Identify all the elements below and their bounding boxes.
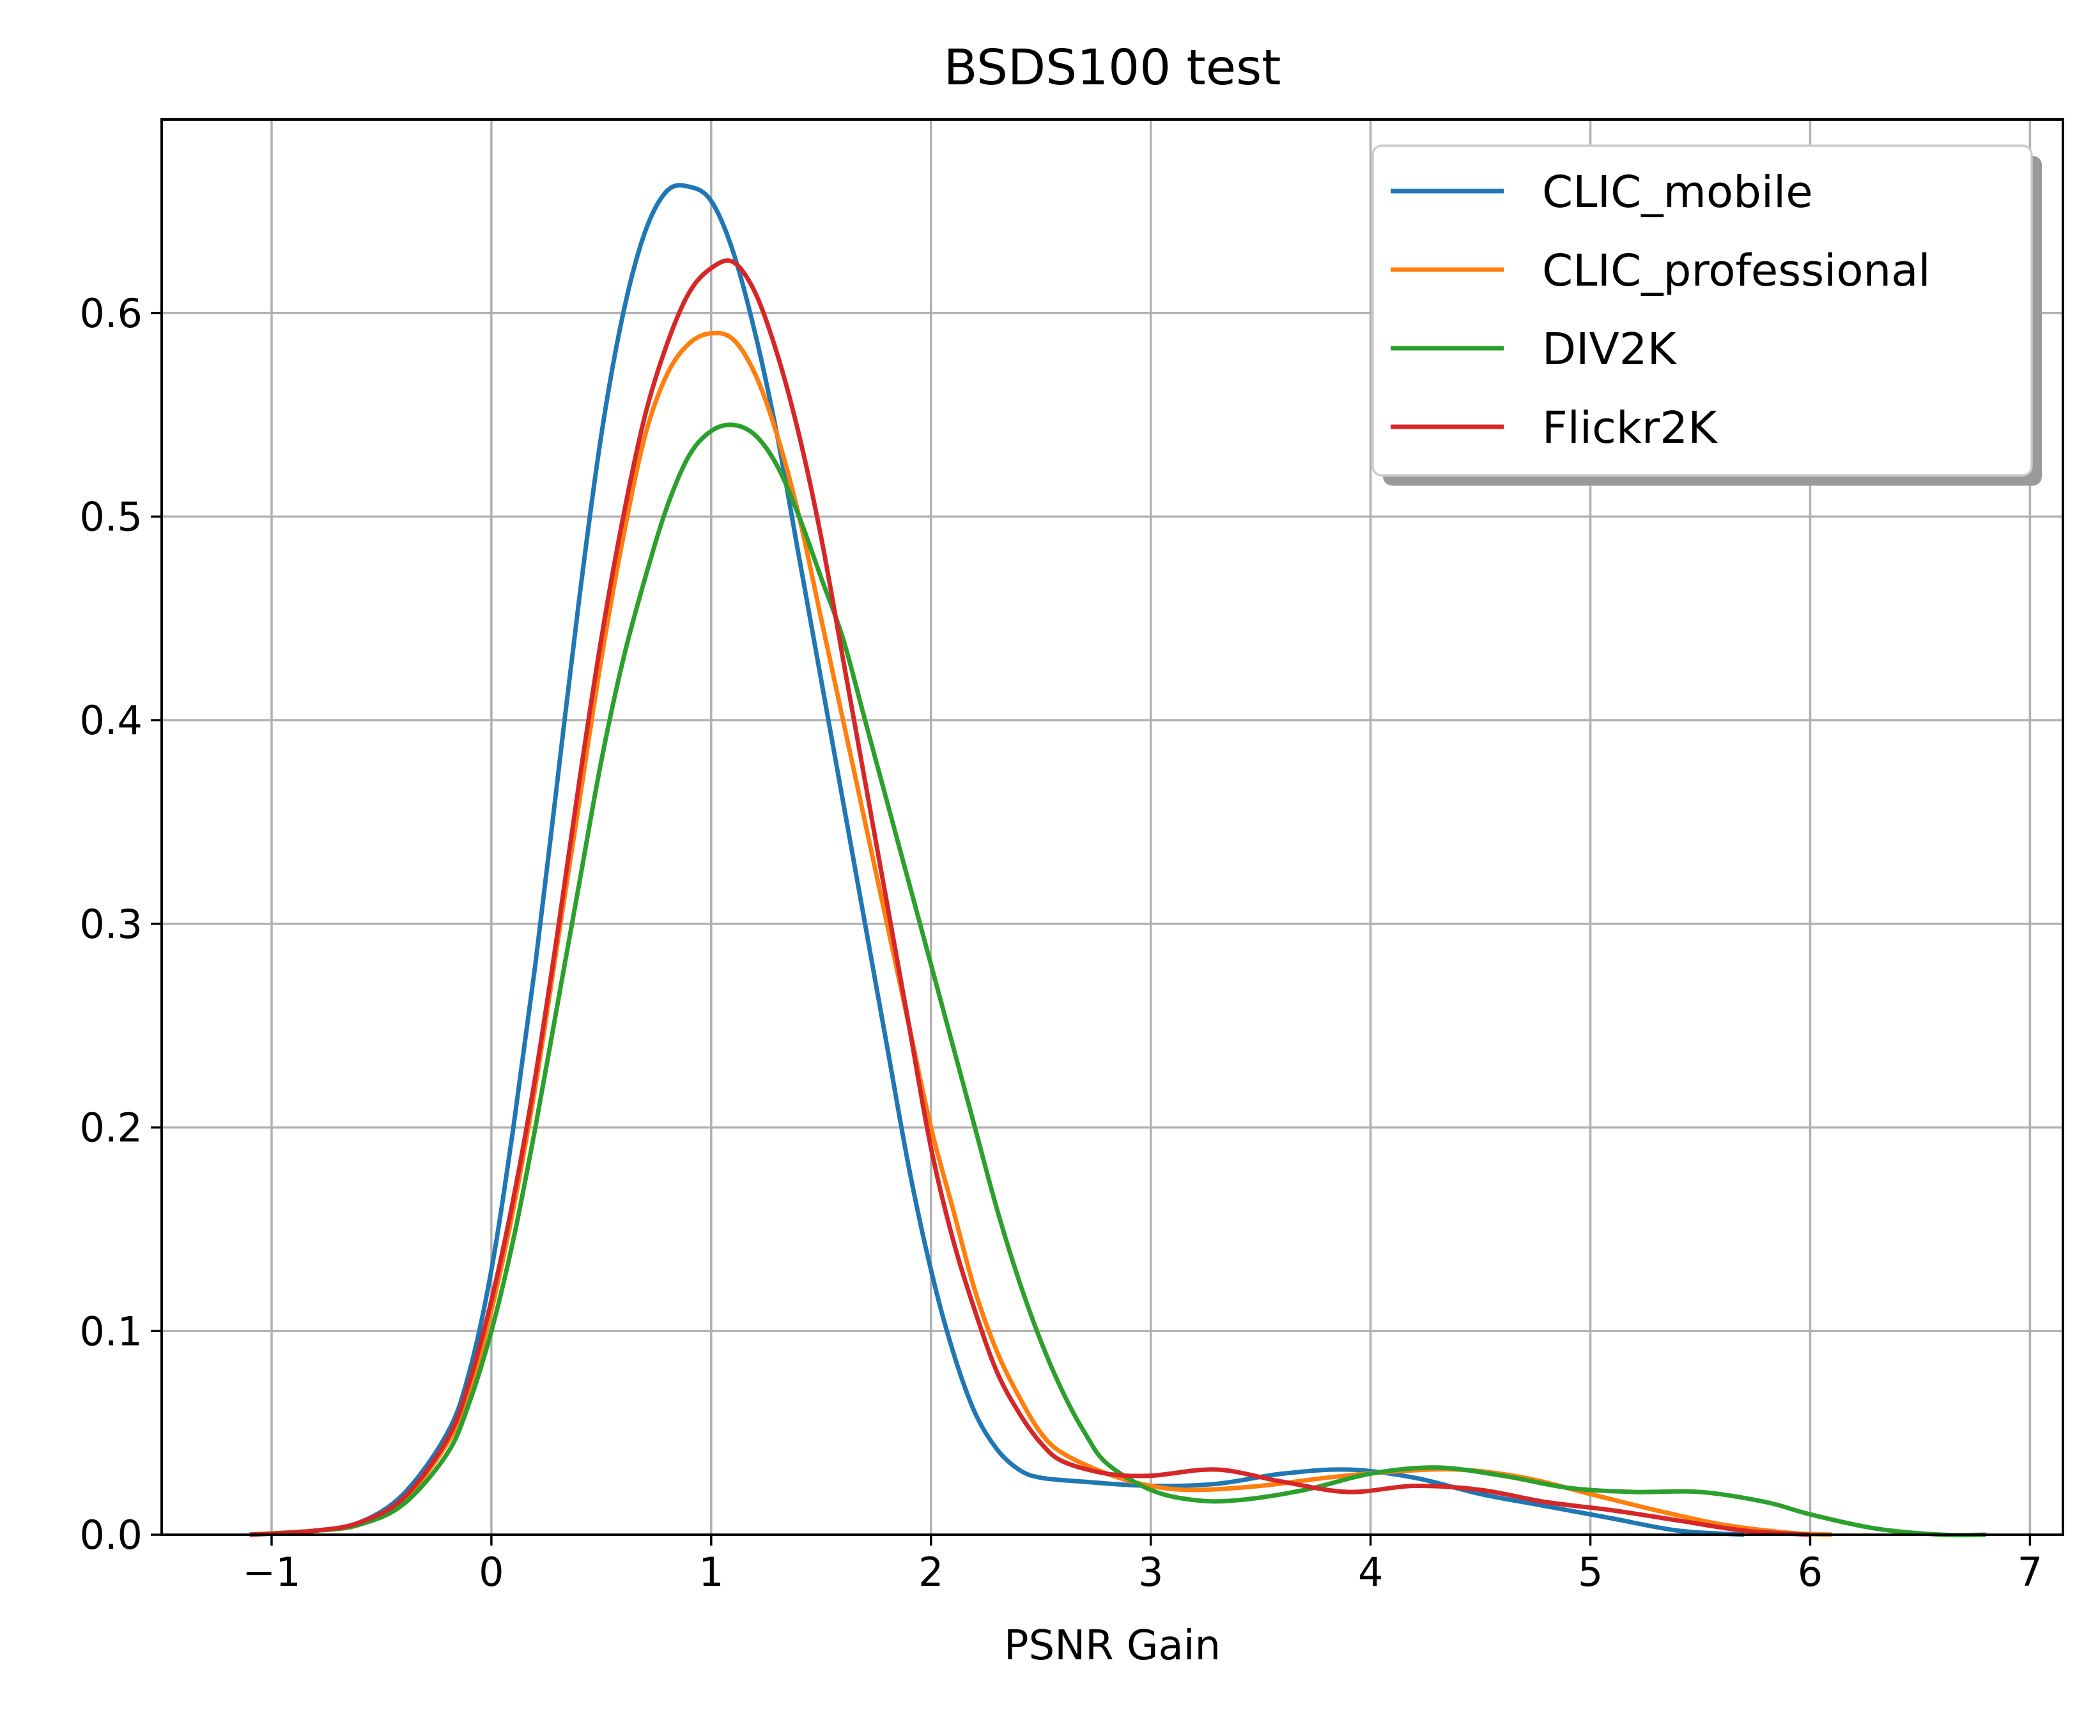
series-line-flickr2k (249, 258, 1810, 1537)
x-tick-label: 2 (918, 1549, 943, 1595)
x-tick-label: 5 (1578, 1549, 1603, 1595)
x-tick-label: 6 (1798, 1549, 1823, 1595)
y-tick-label: 0.1 (79, 1308, 143, 1355)
x-tick-label: 4 (1358, 1549, 1383, 1595)
y-tick-label: 0.6 (79, 290, 143, 337)
y-tick-label: 0.2 (79, 1105, 143, 1151)
legend: CLIC_mobile CLIC_professional DIV2K Flickr2… (1371, 144, 2042, 486)
x-tick-label: 7 (2018, 1549, 2042, 1595)
legend-label: Flickr2K (1542, 403, 1718, 454)
series-lines (249, 183, 1986, 1538)
y-tick-label: 0.0 (79, 1512, 143, 1558)
legend-box (1371, 144, 2033, 477)
y-tick-label: 0.5 (79, 493, 143, 540)
legend-label: CLIC_professional (1542, 245, 1931, 296)
x-tick-label: 3 (1138, 1549, 1163, 1595)
x-axis-label: PSNR Gain (1004, 1622, 1221, 1670)
legend-label: CLIC_mobile (1542, 167, 1813, 218)
y-tick-label: 0.3 (79, 901, 143, 948)
x-tick-label: 0 (479, 1549, 504, 1595)
axis-ticks: −1 0 1 2 3 4 5 6 7 0.0 0.1 0.2 0.3 0.4 0.5 0.6 (79, 290, 2042, 1595)
series-line-div2k (249, 422, 1986, 1538)
chart-title: BSDS100 test (944, 40, 1281, 96)
x-tick-label: 1 (699, 1549, 723, 1595)
series-line-clic-mobile (249, 183, 1745, 1537)
y-tick-label: 0.4 (79, 697, 143, 744)
legend-label: DIV2K (1542, 324, 1678, 375)
plot-frame (160, 118, 2064, 1536)
x-tick-label: −1 (242, 1549, 300, 1595)
